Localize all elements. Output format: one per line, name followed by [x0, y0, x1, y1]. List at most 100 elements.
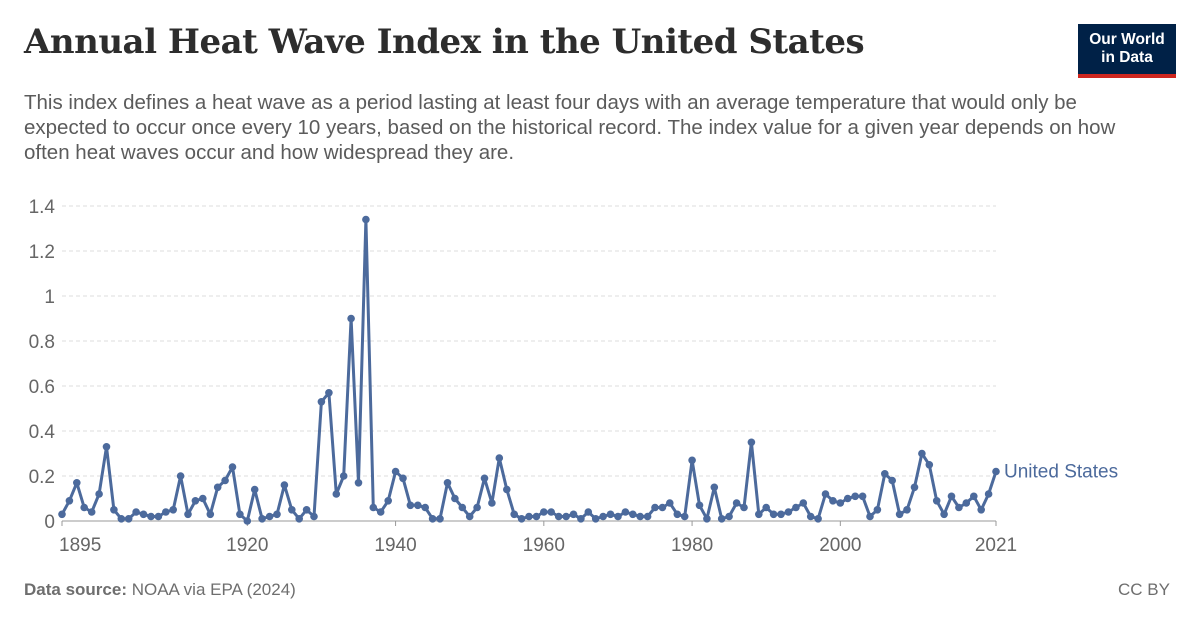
owid-logo[interactable]: Our World in Data — [1078, 24, 1176, 78]
data-point — [540, 508, 548, 516]
data-point — [666, 499, 674, 507]
data-point — [925, 461, 934, 469]
data-point — [124, 515, 133, 523]
data-point — [932, 497, 941, 505]
y-tick-label: 1.4 — [29, 197, 56, 218]
data-point — [473, 503, 481, 512]
series-layer: United States — [58, 215, 1118, 525]
data-point — [725, 512, 733, 521]
data-point — [740, 503, 748, 512]
data-point — [176, 472, 185, 480]
data-point — [806, 512, 815, 521]
data-point — [436, 515, 444, 523]
data-point — [799, 499, 808, 507]
data-point — [562, 512, 570, 521]
data-point — [532, 512, 541, 521]
data-point — [606, 510, 615, 519]
data-point — [658, 503, 667, 512]
data-point — [458, 503, 467, 512]
data-point — [317, 398, 326, 406]
data-point — [295, 515, 304, 523]
data-point — [280, 481, 289, 489]
x-axis: 1895 1920 1940 1960 1980 2000 2021 — [59, 520, 1017, 556]
y-axis-ticks: 0 0.2 0.4 0.6 0.8 1 1.2 1.4 — [29, 197, 56, 533]
data-point — [369, 503, 378, 512]
data-point — [836, 499, 845, 507]
x-tick-label: 2021 — [975, 535, 1017, 556]
data-point — [503, 485, 511, 494]
data-point — [517, 515, 526, 523]
data-point — [695, 501, 704, 510]
data-point — [747, 438, 756, 447]
data-point — [769, 510, 778, 519]
data-point — [962, 499, 971, 507]
x-tick-label: 2000 — [819, 535, 861, 556]
data-point — [903, 506, 911, 514]
data-point — [895, 510, 904, 519]
data-point — [488, 499, 496, 507]
data-point — [399, 474, 407, 483]
data-point — [332, 490, 341, 498]
x-tick-label: 1980 — [671, 535, 713, 556]
data-point — [762, 503, 770, 512]
data-point — [414, 501, 422, 510]
data-point — [680, 512, 689, 521]
license-link[interactable]: CC BY — [1118, 580, 1170, 599]
data-point — [310, 512, 318, 521]
data-point — [814, 515, 822, 523]
data-point — [636, 512, 644, 521]
logo-line-2: in Data — [1101, 49, 1153, 66]
data-point — [792, 503, 800, 512]
data-point — [302, 506, 311, 514]
data-point — [147, 512, 155, 521]
data-point — [95, 490, 103, 498]
data-point — [80, 503, 88, 512]
data-point — [480, 474, 489, 483]
data-point — [977, 506, 985, 514]
data-point — [858, 492, 867, 501]
data-point — [688, 456, 696, 465]
data-point — [629, 510, 637, 519]
data-point — [918, 449, 926, 458]
data-point — [547, 508, 555, 516]
data-point — [866, 512, 874, 521]
data-source: Data source: NOAA via EPA (2024) — [24, 580, 296, 600]
data-point — [955, 503, 963, 512]
data-point — [710, 483, 719, 492]
y-tick-label: 0 — [44, 512, 55, 533]
data-point — [169, 506, 177, 514]
data-point — [154, 512, 163, 521]
y-tick-label: 0.4 — [29, 422, 56, 443]
data-point — [829, 497, 837, 505]
data-point — [73, 479, 81, 487]
data-point — [495, 454, 504, 462]
data-point — [273, 510, 281, 519]
data-point — [614, 512, 622, 521]
data-point — [236, 510, 244, 519]
data-point — [65, 497, 74, 505]
data-point — [888, 476, 896, 485]
data-point — [384, 497, 393, 505]
data-point — [102, 443, 111, 451]
data-point — [451, 494, 459, 503]
data-point — [755, 510, 763, 519]
data-point — [643, 512, 652, 521]
data-point — [339, 472, 348, 480]
data-point — [577, 515, 585, 523]
data-point — [673, 510, 682, 519]
data-point — [428, 515, 437, 523]
data-point — [843, 494, 852, 503]
data-point — [851, 492, 859, 501]
data-point — [58, 510, 66, 519]
x-tick-label: 1940 — [374, 535, 416, 556]
data-point — [525, 512, 533, 521]
data-point — [599, 512, 607, 521]
data-point — [406, 501, 415, 510]
data-source-link[interactable]: NOAA via EPA (2024) — [131, 580, 296, 599]
data-point — [881, 470, 889, 478]
data-point — [717, 515, 726, 523]
data-point — [250, 485, 259, 494]
x-tick-label: 1920 — [226, 535, 268, 556]
data-point — [584, 508, 593, 516]
